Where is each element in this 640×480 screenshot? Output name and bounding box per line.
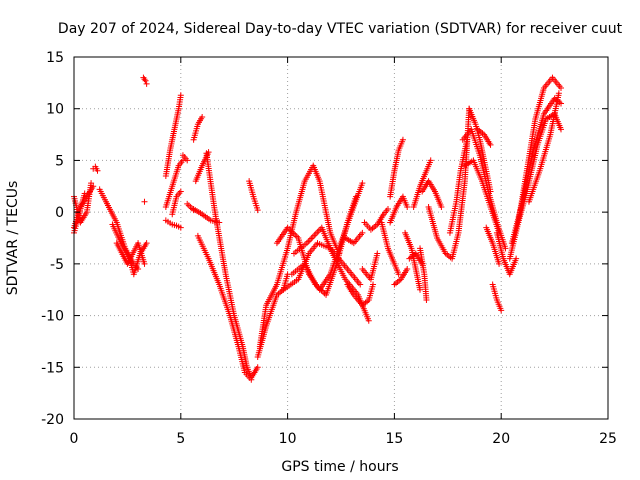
data-point-plus (184, 157, 191, 164)
data-point-plus (254, 364, 261, 371)
data-point-plus (513, 255, 520, 262)
x-tick-label: 15 (385, 431, 403, 447)
data-point-plus (81, 190, 88, 197)
data-point-plus (359, 229, 366, 236)
data-point-plus (352, 193, 359, 200)
data-point-plus (395, 271, 402, 278)
data-point-plus (141, 198, 148, 205)
x-axis-label: GPS time / hours (281, 459, 398, 475)
series-track-ab (344, 281, 377, 309)
series-track-at (474, 126, 494, 148)
data-point-plus (438, 203, 445, 210)
data-point-plus (143, 80, 150, 87)
x-tick-label: 20 (492, 431, 510, 447)
data-point-plus (417, 286, 424, 293)
data-points (71, 74, 565, 383)
series-track-au (483, 224, 503, 267)
series-track-b (71, 180, 95, 226)
data-point-plus (365, 317, 372, 324)
series-track-av (489, 281, 505, 314)
data-point-plus (177, 188, 184, 195)
data-point-plus (555, 90, 562, 97)
y-tick-label: 5 (55, 153, 64, 169)
series-track-u (246, 178, 261, 214)
y-tick-label: -5 (50, 257, 64, 273)
x-tick-label: 5 (176, 431, 185, 447)
y-axis-label: SDTVAR / TECUs (5, 181, 21, 296)
data-point-plus (496, 260, 503, 267)
series-track-d (90, 163, 101, 174)
series-track-p (190, 113, 206, 143)
series-track-am (417, 245, 430, 304)
series-track-ad (359, 250, 381, 283)
series-track-h (140, 74, 150, 87)
data-point-plus (423, 297, 430, 304)
y-tick-label: -10 (41, 309, 64, 325)
data-point-plus (142, 77, 149, 84)
series-track-aw (493, 229, 520, 278)
series-track-g (113, 240, 148, 267)
data-point-plus (399, 136, 406, 143)
series-track-ap (446, 136, 471, 236)
x-tick-label: 0 (70, 431, 79, 447)
data-point-plus (370, 281, 377, 288)
data-point-plus (558, 126, 565, 133)
series-track-t (203, 150, 261, 381)
data-point-plus (498, 307, 505, 314)
series-track-af (378, 219, 402, 278)
chart-title: Day 207 of 2024, Sidereal Day-to-day VTE… (58, 21, 623, 37)
series-track-c (71, 190, 88, 236)
data-point-plus (254, 207, 261, 214)
y-tick-label: 10 (46, 102, 64, 118)
series-track-ai (391, 266, 411, 288)
series-track-i (141, 198, 148, 205)
x-tick-label: 25 (599, 431, 617, 447)
data-point-plus (404, 266, 411, 273)
series-track-j (162, 92, 184, 179)
data-point-plus (558, 85, 565, 92)
series-track-az (515, 110, 565, 226)
series-track-ah (387, 193, 411, 226)
data-point-plus (384, 206, 391, 213)
data-point-plus (357, 281, 364, 288)
data-point-plus (141, 260, 148, 267)
data-point-plus (359, 180, 366, 187)
y-tick-label: -15 (41, 360, 64, 376)
data-point-plus (88, 180, 95, 187)
data-point-plus (177, 92, 184, 99)
series-track-ac (342, 229, 366, 247)
data-point-plus (404, 203, 411, 210)
axis-ticks: 0 5 10 15 20 25 -20 -15 -10 -5 0 5 10 15 (41, 50, 617, 447)
series-track-ba (525, 90, 562, 205)
series-track-as (461, 157, 503, 236)
data-point-plus (199, 113, 206, 120)
data-point-plus (487, 141, 494, 148)
data-point-plus (427, 157, 434, 164)
data-point-plus (177, 224, 184, 231)
data-point-plus (374, 250, 381, 257)
data-point-plus (94, 167, 101, 174)
y-tick-label: 0 (55, 205, 64, 221)
series-track-l (162, 217, 184, 231)
series-track-an (419, 178, 445, 210)
series-track-m (169, 188, 184, 218)
series-track-s (194, 232, 255, 383)
series-track-ao (425, 105, 473, 262)
data-point-plus (143, 240, 150, 247)
series-track-n (179, 152, 191, 164)
series-track-k (162, 157, 186, 210)
series-track-ae (361, 206, 391, 233)
x-tick-label: 10 (279, 431, 297, 447)
data-point-plus (558, 100, 565, 107)
y-tick-label: 15 (46, 50, 64, 66)
plot-frame (73, 56, 609, 420)
series-track-v (254, 271, 291, 360)
series-track-ag (387, 136, 406, 200)
y-tick-label: -20 (41, 412, 64, 428)
series-track-r (190, 206, 223, 226)
